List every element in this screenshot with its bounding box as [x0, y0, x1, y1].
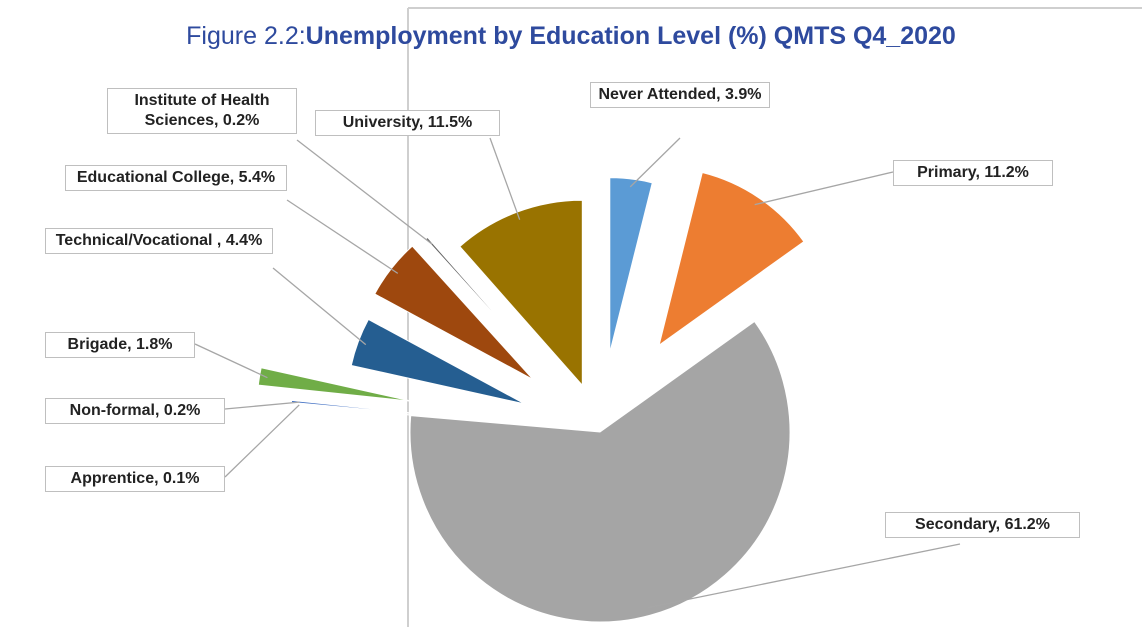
data-label: Non-formal, 0.2% [45, 398, 225, 424]
pie-slice [409, 320, 791, 623]
data-label: Educational College, 5.4% [65, 165, 287, 191]
pie-slice [290, 403, 451, 420]
leader-line [629, 137, 681, 188]
pie-slice [257, 367, 413, 402]
leader-line [224, 401, 300, 410]
leader-line [754, 171, 894, 206]
data-label: Technical/Vocational , 4.4% [45, 228, 273, 254]
data-label: Institute of Health Sciences, 0.2% [107, 88, 297, 134]
leader-line [489, 137, 521, 220]
pie-slice [658, 171, 805, 347]
data-label: Primary, 11.2% [893, 160, 1053, 186]
leader-line [272, 267, 367, 346]
data-label: Brigade, 1.8% [45, 332, 195, 358]
chart-title: Figure 2.2:Unemployment by Education Lev… [0, 22, 1142, 51]
pie-slice [459, 199, 583, 387]
pie-slice [609, 177, 653, 353]
data-label: Apprentice, 0.1% [45, 466, 225, 492]
data-label: Never Attended, 3.9% [590, 82, 770, 108]
leader-line [296, 139, 433, 245]
figure-label: Figure 2.2: [186, 22, 306, 50]
pie-slice [350, 318, 526, 405]
leader-line [194, 343, 268, 379]
leader-line [647, 543, 961, 609]
title-text: Unemployment by Education Level (%) QMTS… [305, 22, 956, 50]
leader-line [224, 404, 300, 478]
leader-line [286, 199, 399, 274]
data-label: Secondary, 61.2% [885, 512, 1080, 538]
pie-slice [290, 399, 451, 418]
data-label: University, 11.5% [315, 110, 500, 136]
